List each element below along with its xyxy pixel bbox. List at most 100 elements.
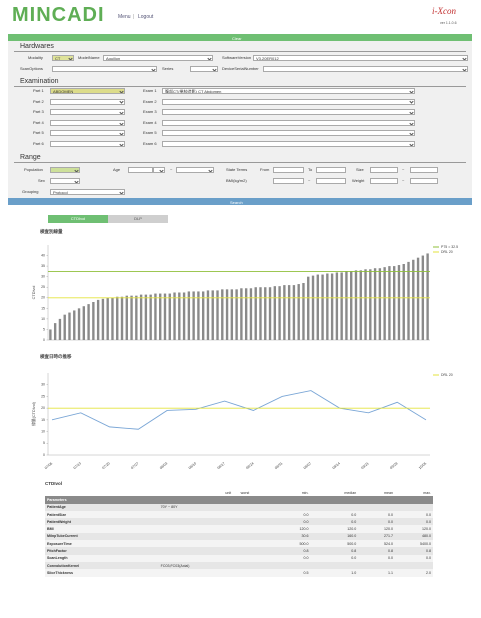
header-cell: worst [240,490,250,495]
bar [144,294,148,340]
select-box[interactable] [50,98,125,105]
y-tick-label: 20 [41,296,45,300]
select-box[interactable]: V3.20ER012 [253,55,468,61]
table-row: unit worst min. median mean max. [45,489,433,497]
bar [82,306,86,340]
bar [321,274,324,340]
bar [53,323,57,340]
bar [116,296,119,340]
nav-link[interactable]: Menu [118,14,131,20]
input-box[interactable] [316,167,346,173]
bar [58,318,62,340]
row-name: ExposureTime [47,541,72,546]
select-box[interactable]: CT [52,55,74,61]
input-box[interactable] [410,167,438,173]
value-cell [310,562,358,569]
search-label: Search [230,199,243,205]
search-bar[interactable] [8,198,472,205]
y-tick-label: 25 [41,394,45,398]
field-label: Part 4 [33,119,44,125]
bar [225,289,229,340]
unit-cell [223,547,238,554]
field-label: Sex [38,178,45,183]
bar [273,286,277,340]
section-cell: Parameters [47,497,67,502]
version: ver 1.1.0.6 [440,21,457,25]
x-tick-label: 09/14 [332,461,341,470]
select-box[interactable] [162,109,415,116]
field-label: Weight [352,178,365,183]
nav-link[interactable]: Logout [138,14,154,20]
input-box[interactable] [370,167,398,173]
bar [211,290,214,340]
select-box[interactable] [50,119,125,126]
section-cell [159,496,224,503]
tab[interactable]: DLP [108,215,168,223]
value-cell [395,562,433,569]
select-box[interactable]: Aquilion [103,55,213,61]
select-box[interactable] [50,130,125,137]
value-cell [395,504,433,511]
bar [77,308,81,340]
header-cell [159,489,224,496]
bar [292,285,296,340]
select-box[interactable] [162,130,415,137]
input-box[interactable] [316,178,346,184]
select-box[interactable] [263,66,468,72]
input-box[interactable] [410,178,438,184]
y-tick-label: 0 [43,338,45,342]
value-cell: 0.0 [351,556,357,561]
select-box[interactable]: Protocol [50,189,125,195]
field-label: Modality [28,55,43,60]
row-name: PatientAge [47,505,66,510]
select-box[interactable] [162,98,415,105]
unit-cell [223,504,238,511]
select-box[interactable] [50,167,80,173]
bar [125,295,128,340]
select-box[interactable] [153,167,165,173]
clear-bar[interactable] [8,34,472,41]
select-box[interactable] [176,167,214,173]
row-text [159,540,224,547]
unit-cell [223,555,238,562]
value-cell: 30.6 [301,534,309,539]
unit-cell [223,569,238,576]
x-tick-label: 10/05 [418,461,427,470]
select-box[interactable] [190,66,218,72]
select-box[interactable] [162,119,415,126]
table-row: Parameters [45,496,433,504]
value-cell: 0.8 [388,549,394,554]
value-cell: 0.0 [388,556,394,561]
value-cell: 120.0 [422,527,431,532]
input-box[interactable] [128,167,153,173]
header-cell [45,489,159,496]
bar [254,287,257,340]
bar [154,293,157,340]
select-box[interactable]: ABDOMEN [50,88,125,94]
select-box[interactable] [50,141,125,147]
select-box[interactable] [50,178,80,184]
field-label: Size [356,167,364,172]
y-tick-label: 10 [41,429,45,433]
bar [240,288,243,340]
value-cell [263,504,310,511]
value-cell: 0.8 [303,549,309,554]
header-cell: max. [423,490,431,495]
input-box[interactable] [370,178,398,184]
input-box[interactable] [273,167,304,173]
field-label: BMI(kg/m2) [226,178,247,183]
select-box[interactable] [162,141,415,147]
bar [120,296,124,340]
select-box[interactable] [52,66,157,72]
select-box[interactable]: 腹部CT(単純造影) CT Abdomen [162,88,415,94]
section-cell [395,496,433,503]
bar [383,267,386,340]
field-label: Age [113,167,121,172]
bar [412,259,415,340]
value-cell: 480.0 [422,534,431,539]
tab[interactable]: CTDIvol [48,215,108,223]
input-box[interactable] [273,178,304,184]
row-name: SliceThickness [47,570,73,575]
select-box[interactable] [50,109,125,116]
value-cell: 500.0 [347,541,357,546]
